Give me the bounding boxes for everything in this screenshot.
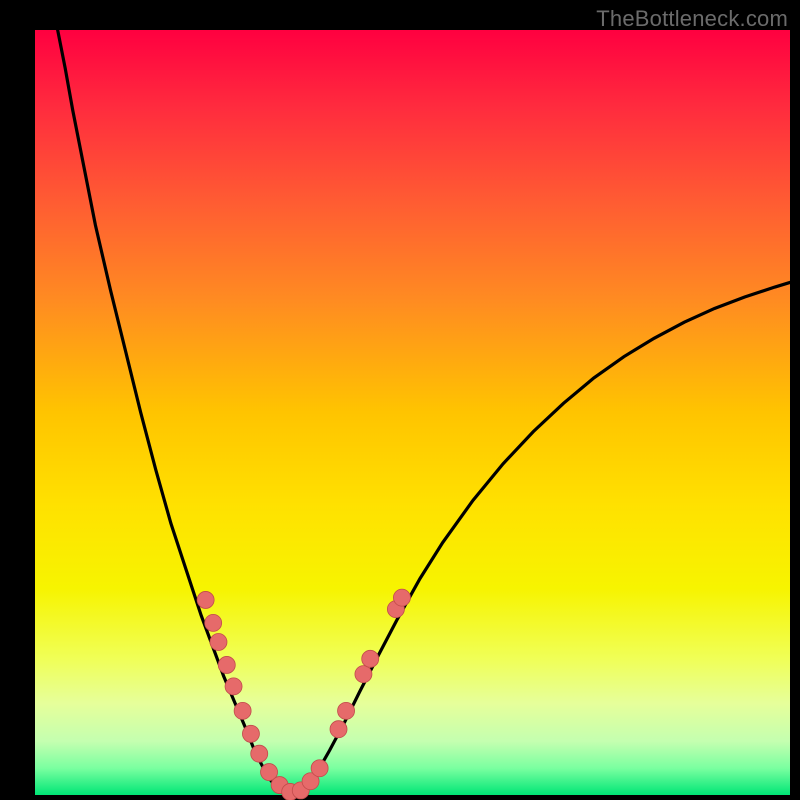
marker-point (393, 589, 410, 606)
marker-point (225, 678, 242, 695)
marker-point (234, 702, 251, 719)
marker-point (311, 760, 328, 777)
chart-container: TheBottleneck.com (0, 0, 800, 800)
watermark-text: TheBottleneck.com (596, 6, 788, 32)
marker-point (205, 614, 222, 631)
marker-point (338, 702, 355, 719)
marker-point (218, 656, 235, 673)
marker-point (362, 650, 379, 667)
marker-point (355, 666, 372, 683)
chart-svg (0, 0, 800, 800)
plot-area (35, 30, 790, 795)
marker-point (330, 721, 347, 738)
marker-point (197, 591, 214, 608)
marker-point (251, 745, 268, 762)
marker-point (210, 634, 227, 651)
marker-point (242, 725, 259, 742)
